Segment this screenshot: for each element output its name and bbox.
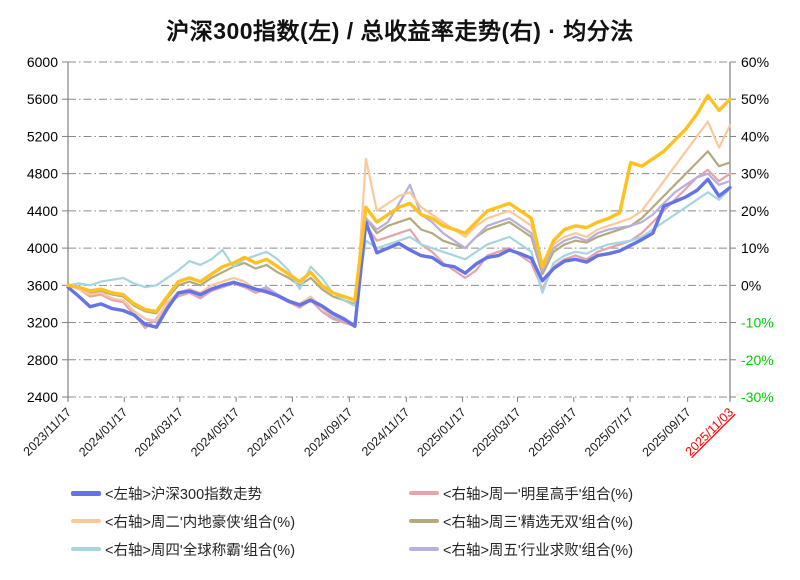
left-axis-tick-label: 5600 bbox=[27, 91, 58, 107]
right-axis-tick-label: 0% bbox=[741, 277, 761, 293]
right-axis-tick-label: 50% bbox=[741, 91, 769, 107]
series-line bbox=[66, 177, 732, 329]
series-line bbox=[66, 150, 732, 315]
legend-item-wednesday: <右轴>周三'精选无双'组合(%) bbox=[409, 511, 729, 531]
legend-swatch-thursday bbox=[71, 547, 101, 551]
right-axis-tick-label: 60% bbox=[741, 54, 769, 70]
x-axis-tick-label: 2024/05/17 bbox=[188, 405, 242, 459]
legend-label-monday: <右轴>周一'明星高手'组合(%) bbox=[443, 486, 634, 503]
left-axis-tick-label: 4800 bbox=[27, 166, 58, 182]
legend-item-monday: <右轴>周一'明星高手'组合(%) bbox=[409, 483, 729, 503]
legend-label-tuesday: <右轴>周二'内地豪侠'组合(%) bbox=[105, 514, 296, 531]
legend-label-thursday: <右轴>周四'全球称霸'组合(%) bbox=[105, 542, 296, 559]
right-axis-tick-label: 40% bbox=[741, 128, 769, 144]
x-axis-tick-label: 2024/11/17 bbox=[359, 405, 413, 459]
legend-swatch-wednesday bbox=[409, 519, 439, 523]
x-axis-tick-label: 2024/01/17 bbox=[76, 405, 130, 459]
legend-item-thursday: <右轴>周四'全球称霸'组合(%) bbox=[71, 539, 391, 559]
right-axis-tick-label: -20% bbox=[741, 352, 774, 368]
right-axis-tick-label: -30% bbox=[741, 389, 774, 405]
x-axis-tick-label: 2024/07/17 bbox=[244, 405, 298, 459]
x-axis-tick-label: 2025/01/17 bbox=[415, 405, 469, 459]
x-axis-tick-label: 2025/05/17 bbox=[526, 405, 580, 459]
left-axis-tick-label: 4000 bbox=[27, 240, 58, 256]
left-axis-tick-label: 2400 bbox=[27, 389, 58, 405]
left-axis-tick-label: 2800 bbox=[27, 352, 58, 368]
x-axis-tick-label: 2025/03/17 bbox=[469, 405, 523, 459]
left-axis-tick-label: 5200 bbox=[27, 128, 58, 144]
legend-label-csi300: <左轴>沪深300指数走势 bbox=[105, 486, 263, 503]
right-axis-tick-label: 30% bbox=[741, 166, 769, 182]
series-line bbox=[66, 93, 732, 314]
x-axis-tick-label: 2023/11/17 bbox=[21, 405, 75, 459]
legend-item-friday: <右轴>周五'行业求败'组合(%) bbox=[409, 539, 729, 559]
legend-item-csi300: <左轴>沪深300指数走势 bbox=[71, 483, 391, 503]
left-axis-tick-label: 3200 bbox=[27, 315, 58, 331]
legend-label-friday: <右轴>周五'行业求败'组合(%) bbox=[443, 542, 634, 559]
series-line bbox=[66, 187, 732, 307]
left-axis-tick-label: 4400 bbox=[27, 203, 58, 219]
chart-plot-area: 6000 60% 5600 50% 5200 40% 4800 30% 4400 20% 4000 1… bbox=[21, 54, 774, 459]
chart-title: 沪深300指数(左) / 总收益率走势(右) · 均分法 bbox=[166, 18, 634, 44]
right-axis-tick-label: -10% bbox=[741, 315, 774, 331]
legend-label-wednesday: <右轴>周三'精选无双'组合(%) bbox=[443, 514, 634, 531]
legend-swatch-csi300 bbox=[71, 490, 101, 496]
legend-item-tuesday: <右轴>周二'内地豪侠'组合(%) bbox=[71, 511, 391, 531]
legend-swatch-tuesday bbox=[71, 519, 101, 523]
x-axis-tick-label: 2025/07/17 bbox=[582, 405, 636, 459]
left-axis-tick-label: 3600 bbox=[27, 277, 58, 293]
x-axis-tick-label: 2024/09/17 bbox=[301, 405, 355, 459]
right-axis-tick-label: 20% bbox=[741, 203, 769, 219]
x-axis-tick-label: 2024/03/17 bbox=[132, 405, 186, 459]
legend-swatch-friday bbox=[409, 547, 439, 551]
right-axis-tick-label: 10% bbox=[741, 240, 769, 256]
legend-swatch-monday bbox=[409, 491, 439, 495]
series-line bbox=[66, 168, 732, 330]
left-axis-tick-label: 6000 bbox=[27, 54, 58, 70]
chart-legend: <左轴>沪深300指数走势 <右轴>周一'明星高手'组合(%) <右轴>周二'内… bbox=[0, 483, 800, 559]
